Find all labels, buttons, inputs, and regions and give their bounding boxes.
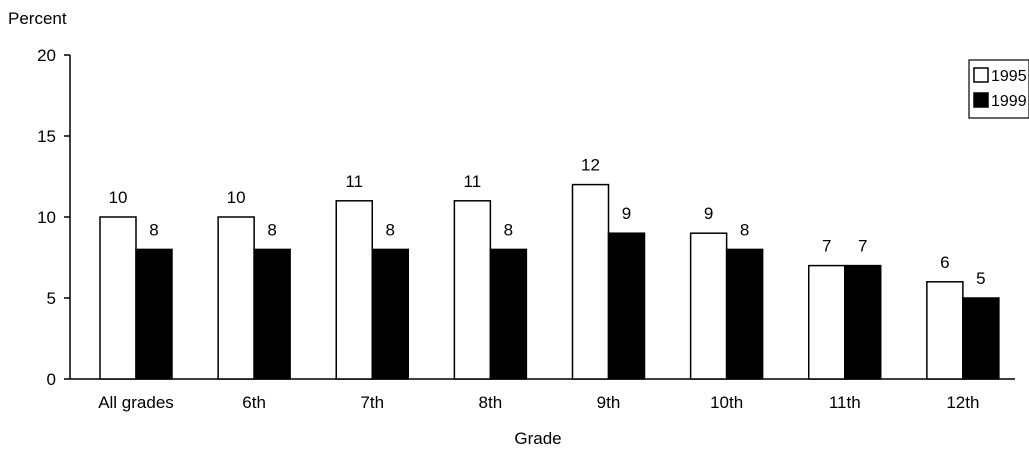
bar-1999 — [371, 248, 409, 380]
x-tick-label: 8th — [479, 393, 503, 412]
data-label-1999: 7 — [858, 237, 867, 256]
data-label-1999: 8 — [504, 220, 513, 239]
x-tick-label: 7th — [360, 393, 384, 412]
data-label-1999: 5 — [976, 269, 985, 288]
x-axis-title: Grade — [514, 429, 561, 448]
bar-1999 — [962, 297, 1000, 380]
bar-1995 — [217, 216, 255, 380]
bar-1999 — [253, 248, 291, 380]
data-label-1995: 9 — [704, 204, 713, 223]
y-axis-title: Percent — [8, 9, 67, 28]
y-tick-label: 10 — [37, 208, 56, 227]
bar-1995 — [689, 232, 728, 380]
y-tick-label: 0 — [47, 370, 56, 389]
y-tick-label: 5 — [47, 289, 56, 308]
data-label-1999: 8 — [386, 220, 395, 239]
legend: 1995 1999 — [968, 59, 1029, 119]
data-label-1999: 9 — [622, 204, 631, 223]
data-label-1995: 11 — [345, 172, 363, 191]
bar-1995 — [453, 200, 492, 380]
legend-swatch-1999 — [973, 92, 989, 108]
bar-1999 — [607, 232, 646, 380]
legend-label-1999: 1999 — [991, 93, 1027, 110]
bar-1995 — [926, 281, 964, 380]
data-label-1999: 8 — [267, 220, 276, 239]
x-tick-label: 9th — [597, 393, 621, 412]
data-label-1995: 7 — [822, 237, 831, 256]
bar-1995 — [571, 183, 610, 380]
y-axis: 0 5 10 15 20 — [37, 46, 71, 389]
data-label-1995: 10 — [227, 188, 246, 207]
x-tick-label: 6th — [242, 393, 266, 412]
bar-1995 — [99, 216, 137, 380]
data-label-1999: 8 — [740, 220, 749, 239]
bar-1999 — [844, 264, 882, 380]
x-tick-label: 12th — [946, 393, 979, 412]
data-label-1995: 11 — [464, 172, 482, 191]
bar-1999 — [489, 248, 528, 380]
data-label-1999: 8 — [149, 220, 158, 239]
bar-1995 — [335, 200, 373, 380]
bar-1999 — [725, 248, 764, 380]
data-label-1995: 12 — [581, 156, 600, 175]
y-tick-label: 20 — [37, 46, 56, 65]
x-tick-label: All grades — [98, 393, 174, 412]
x-axis: All grades 6th 7th 8th 9th 10th 11th 12th — [70, 378, 1015, 412]
legend-label-1995: 1995 — [991, 68, 1027, 85]
legend-swatch-1995 — [973, 67, 989, 83]
y-tick-label: 15 — [37, 127, 56, 146]
bar-1995 — [808, 264, 846, 380]
bars: 10 8 10 8 11 8 11 8 12 9 9 8 7 7 6 5 — [99, 156, 1000, 380]
bar-1999 — [135, 248, 173, 380]
data-label-1995: 6 — [940, 253, 949, 272]
data-label-1995: 10 — [109, 188, 128, 207]
x-tick-label: 10th — [710, 393, 743, 412]
x-tick-label: 11th — [829, 393, 861, 412]
